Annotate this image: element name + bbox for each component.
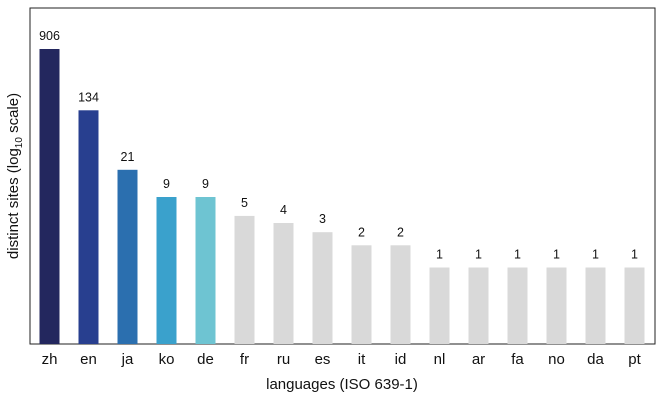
plot-frame — [29, 7, 656, 345]
data-label-ko: 9 — [163, 177, 170, 191]
bar-ko — [156, 197, 177, 344]
bars-layer — [39, 49, 645, 344]
data-label-da: 1 — [592, 248, 599, 262]
x-tick-label-it: it — [358, 351, 366, 368]
bar-es — [312, 232, 333, 344]
data-label-es: 3 — [319, 212, 326, 226]
bar-pt — [624, 267, 645, 344]
x-tick-label-nl: nl — [434, 351, 446, 368]
data-label-fa: 1 — [514, 248, 521, 262]
data-label-nl: 1 — [436, 248, 443, 262]
x-tick-label-ko: ko — [159, 351, 175, 368]
data-label-ru: 4 — [280, 203, 287, 217]
y-axis-label-prefix: distinct sites (log — [5, 148, 22, 259]
data-label-no: 1 — [553, 248, 560, 262]
x-axis-label: languages (ISO 639-1) — [266, 376, 418, 393]
data-label-it: 2 — [358, 225, 365, 239]
bar-no — [546, 267, 567, 344]
data-label-ja: 21 — [121, 150, 135, 164]
x-tick-label-en: en — [80, 351, 97, 368]
y-axis-label: distinct sites (log10 scale) — [5, 93, 25, 259]
bar-nl — [429, 267, 450, 344]
x-tick-label-fr: fr — [240, 351, 249, 368]
x-tick-labels-layer: zh en ja ko de fr ru es it id nl ar fa no da pt — [42, 351, 642, 368]
bar-zh — [39, 49, 60, 344]
x-tick-label-no: no — [548, 351, 565, 368]
x-tick-label-da: da — [587, 351, 604, 368]
y-axis-label-subscript: 10 — [14, 137, 25, 149]
data-label-ar: 1 — [475, 248, 482, 262]
x-tick-label-zh: zh — [42, 351, 58, 368]
x-tick-label-de: de — [197, 351, 214, 368]
bar-fa — [507, 267, 528, 344]
bar-ar — [468, 267, 489, 344]
x-tick-label-es: es — [315, 351, 331, 368]
bar-ja — [117, 169, 138, 344]
y-axis-label-suffix: scale) — [5, 93, 22, 137]
data-label-zh: 906 — [39, 29, 60, 43]
data-label-pt: 1 — [631, 248, 638, 262]
x-tick-label-pt: pt — [628, 351, 641, 368]
bar-fr — [234, 215, 255, 344]
bar-en — [78, 110, 99, 344]
data-label-fr: 5 — [241, 196, 248, 210]
bar-da — [585, 267, 606, 344]
x-tick-label-ru: ru — [277, 351, 290, 368]
data-label-id: 2 — [397, 225, 404, 239]
x-tick-label-ja: ja — [121, 351, 134, 368]
bar-ru — [273, 223, 294, 344]
x-tick-label-fa: fa — [511, 351, 524, 368]
data-label-en: 134 — [78, 90, 99, 104]
x-tick-label-ar: ar — [472, 351, 485, 368]
bar-de — [195, 197, 216, 344]
data-label-de: 9 — [202, 177, 209, 191]
x-tick-label-id: id — [395, 351, 407, 368]
bar-it — [351, 245, 372, 344]
bar-id — [390, 245, 411, 344]
